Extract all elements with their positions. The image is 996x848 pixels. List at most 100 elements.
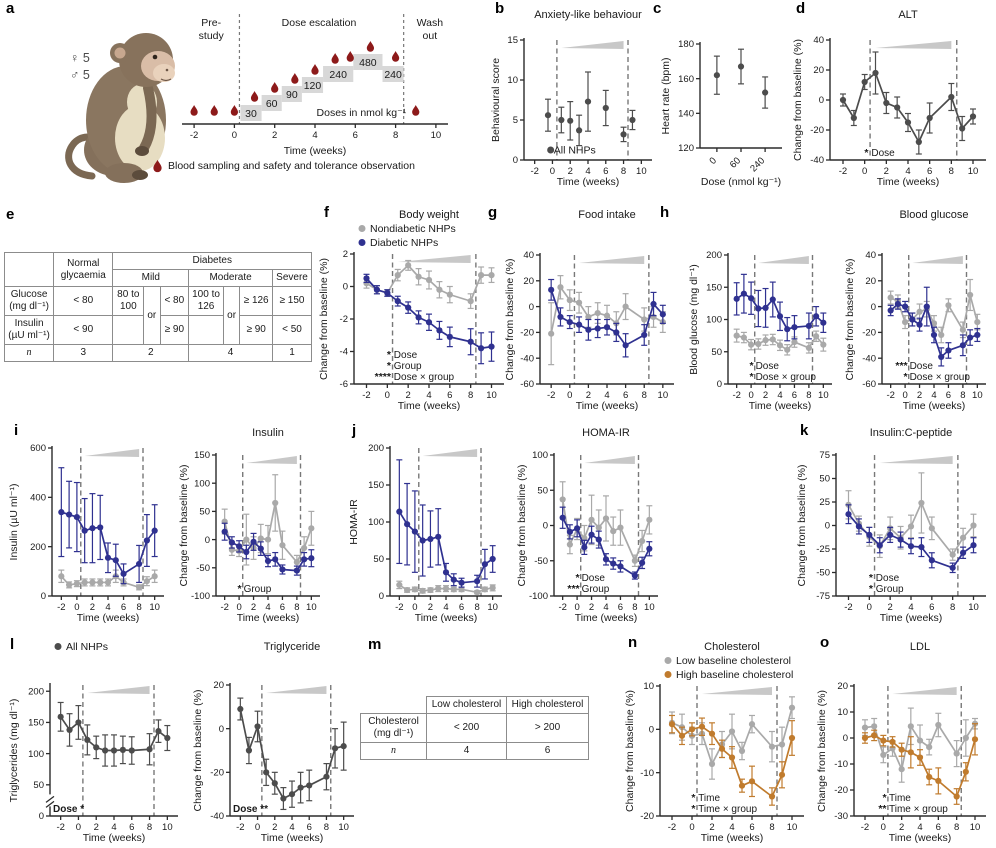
svg-text:0: 0 bbox=[550, 166, 555, 177]
svg-text:Dose × group: Dose × group bbox=[756, 372, 817, 383]
svg-text:-2: -2 bbox=[861, 822, 869, 833]
svg-text:Time (weeks): Time (weeks) bbox=[749, 400, 812, 412]
svg-text:2: 2 bbox=[272, 130, 277, 141]
svg-text:Blood glucose (mg dl⁻¹): Blood glucose (mg dl⁻¹) bbox=[688, 264, 700, 375]
svg-text:150: 150 bbox=[706, 282, 722, 293]
svg-text:10: 10 bbox=[658, 390, 669, 401]
svg-text:0: 0 bbox=[819, 95, 824, 106]
svg-text:4: 4 bbox=[111, 822, 116, 833]
svg-text:8: 8 bbox=[393, 130, 398, 141]
dose-escalation-timeline: Pre-study Dose escalation Wash out 30 60 90 120… bbox=[168, 8, 462, 158]
svg-text:*: * bbox=[238, 583, 243, 595]
svg-text:10: 10 bbox=[970, 822, 981, 833]
svg-text:Time × group: Time × group bbox=[889, 804, 948, 815]
svg-text:6: 6 bbox=[603, 166, 608, 177]
svg-text:0: 0 bbox=[748, 390, 753, 401]
cholesterol-groups-table: Low cholesterol High cholesterol Cholest… bbox=[360, 696, 589, 760]
svg-text:10: 10 bbox=[818, 390, 829, 401]
svg-text:2: 2 bbox=[709, 822, 714, 833]
svg-text:4: 4 bbox=[604, 390, 609, 401]
svg-text:Change from baseline (%): Change from baseline (%) bbox=[796, 465, 808, 587]
svg-text:Time (weeks): Time (weeks) bbox=[877, 176, 940, 188]
svg-text:*: * bbox=[387, 349, 392, 361]
svg-text:-2: -2 bbox=[362, 390, 370, 401]
cell-normal-glycaemia: Normal glycaemia bbox=[53, 252, 114, 287]
cell-insulin-severe: < 50 bbox=[272, 315, 312, 345]
svg-text:4: 4 bbox=[585, 166, 590, 177]
svg-text:20: 20 bbox=[837, 681, 848, 692]
svg-text:-100: -100 bbox=[191, 591, 210, 602]
svg-text:8: 8 bbox=[621, 166, 626, 177]
svg-text:Food intake: Food intake bbox=[578, 209, 635, 221]
chart-insulin-pct: Insulin -100 -50 0 50 100 150 -2 0 2 4 6 8 10 * Group Ch… bbox=[176, 420, 328, 626]
svg-text:*: * bbox=[882, 792, 887, 804]
panel-label-k: k bbox=[800, 422, 809, 439]
svg-text:25: 25 bbox=[819, 497, 830, 508]
svg-text:2: 2 bbox=[763, 390, 768, 401]
svg-text:8: 8 bbox=[324, 822, 329, 833]
svg-text:-60: -60 bbox=[862, 379, 876, 390]
svg-text:*: * bbox=[691, 792, 696, 804]
svg-text:Change from baseline (%): Change from baseline (%) bbox=[624, 690, 636, 812]
svg-text:8: 8 bbox=[949, 166, 954, 177]
svg-text:160: 160 bbox=[678, 74, 694, 85]
svg-text:50: 50 bbox=[819, 474, 830, 485]
chart-triglyceride-pct: Triglyceride -40 -20 0 20 -2 0 2 4 6 8 10 Dose ** Cha… bbox=[190, 634, 362, 846]
svg-text:Change from baseline (%): Change from baseline (%) bbox=[318, 258, 330, 380]
svg-text:Group: Group bbox=[582, 584, 610, 595]
svg-text:0: 0 bbox=[385, 390, 390, 401]
panel-label-a: a bbox=[6, 0, 15, 17]
svg-text:*: * bbox=[750, 360, 755, 372]
svg-text:**: ** bbox=[878, 803, 887, 815]
svg-text:6: 6 bbox=[618, 602, 623, 613]
svg-text:Time: Time bbox=[698, 793, 720, 804]
svg-text:***: *** bbox=[895, 360, 908, 372]
svg-text:Change from baseline (%): Change from baseline (%) bbox=[516, 465, 528, 587]
svg-text:Doses in nmol kg⁻¹: Doses in nmol kg⁻¹ bbox=[317, 107, 407, 119]
svg-text:-2: -2 bbox=[57, 602, 65, 613]
svg-text:0: 0 bbox=[513, 155, 518, 166]
panel-label-j: j bbox=[352, 422, 357, 439]
svg-text:Dose: Dose bbox=[876, 573, 900, 584]
svg-text:Time × group: Time × group bbox=[698, 804, 757, 815]
svg-text:90: 90 bbox=[286, 89, 298, 101]
cell-glucose-mild1: 80 to 100 bbox=[112, 286, 145, 316]
chart-homa-ir-pct: HOMA-IR -100 -50 0 50 100 -2 0 2 4 6 8 10 * Dose *** Gro… bbox=[514, 420, 666, 626]
svg-text:8: 8 bbox=[632, 602, 637, 613]
panel-label-c: c bbox=[653, 0, 662, 17]
svg-text:480: 480 bbox=[359, 57, 377, 69]
svg-text:-40: -40 bbox=[210, 811, 224, 822]
svg-text:0: 0 bbox=[881, 822, 886, 833]
svg-text:Insulin: Insulin bbox=[252, 427, 284, 439]
svg-text:-4: -4 bbox=[340, 347, 348, 358]
svg-text:2: 2 bbox=[406, 390, 411, 401]
svg-text:0: 0 bbox=[871, 302, 876, 313]
svg-text:6: 6 bbox=[792, 390, 797, 401]
svg-text:200: 200 bbox=[28, 686, 44, 697]
svg-text:0: 0 bbox=[255, 822, 260, 833]
svg-text:-40: -40 bbox=[810, 155, 824, 166]
svg-text:*: * bbox=[869, 572, 874, 584]
svg-text:-2: -2 bbox=[56, 822, 64, 833]
svg-text:4: 4 bbox=[265, 602, 270, 613]
svg-text:Dose **: Dose ** bbox=[233, 804, 268, 815]
svg-text:Group: Group bbox=[394, 361, 422, 372]
svg-text:150: 150 bbox=[28, 718, 44, 729]
svg-text:4: 4 bbox=[312, 130, 317, 141]
svg-text:Group: Group bbox=[876, 584, 904, 595]
svg-text:6: 6 bbox=[353, 130, 358, 141]
svg-text:10: 10 bbox=[636, 166, 647, 177]
svg-text:0: 0 bbox=[232, 130, 237, 141]
svg-text:4: 4 bbox=[443, 602, 448, 613]
panel-label-f: f bbox=[324, 204, 329, 221]
svg-text:50: 50 bbox=[33, 780, 44, 791]
svg-text:0: 0 bbox=[825, 521, 830, 532]
svg-text:Behavioural score: Behavioural score bbox=[490, 58, 502, 142]
chart-body-weight: Body weight Nondiabetic NHPs Diabetic NHPs… bbox=[316, 202, 512, 414]
svg-text:*: * bbox=[869, 583, 874, 595]
svg-text:2: 2 bbox=[568, 166, 573, 177]
panel-label-i: i bbox=[14, 422, 19, 439]
cell-high-cholesterol: High cholesterol bbox=[506, 696, 589, 714]
blood-sampling-legend: Blood sampling and safety and tolerance … bbox=[152, 159, 415, 173]
svg-text:0: 0 bbox=[867, 602, 872, 613]
